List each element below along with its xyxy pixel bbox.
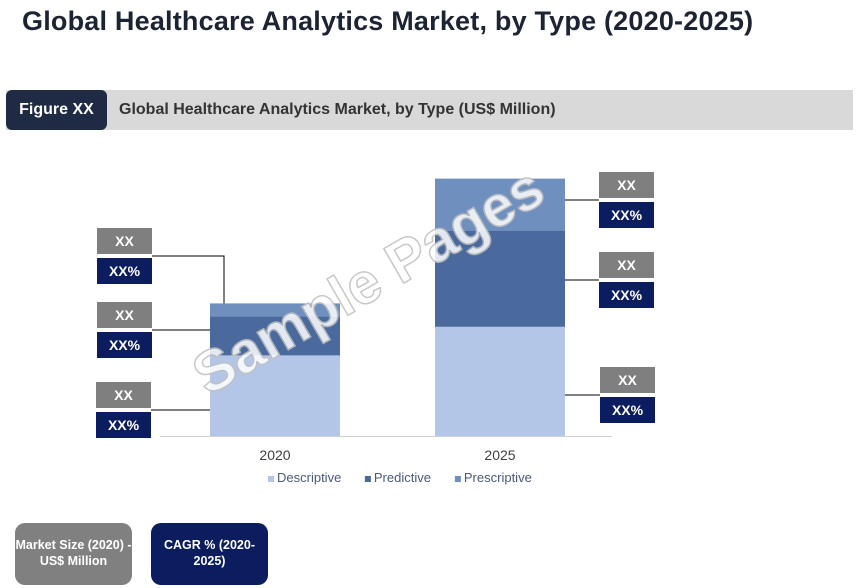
callout-pct-label: XX% [611, 287, 643, 303]
callout-pct-label: XX% [109, 263, 141, 279]
callout-pct-2020-1 [97, 332, 152, 358]
callout-pct-2020-2 [96, 412, 151, 438]
legend-label-predictive: Predictive [374, 470, 431, 485]
callout-pct-label: XX% [108, 417, 140, 433]
callout-value-2025-0 [599, 172, 654, 198]
legend-swatch-prescriptive [454, 476, 461, 482]
callout-connector [152, 255, 225, 304]
callout-value-2025-2 [600, 367, 655, 393]
callout-value-label: XX [115, 233, 134, 249]
cagr-button[interactable]: CAGR % (2020-2025) [151, 523, 268, 585]
legend-swatch-descriptive [268, 476, 274, 482]
callout-pct-label: XX% [611, 207, 643, 223]
legend-label-prescriptive: Prescriptive [464, 470, 532, 485]
market-size-button[interactable]: Market Size (2020) - US$ Million [15, 523, 132, 585]
bar-prescriptive-2025 [435, 178, 565, 231]
callout-value-label: XX [617, 177, 636, 193]
legend-label-descriptive: Descriptive [277, 470, 341, 485]
figure-caption: Global Healthcare Analytics Market, by T… [119, 101, 556, 118]
callout-value-2025-1 [599, 252, 654, 278]
x-tick-label-2020: 2020 [259, 447, 290, 463]
callout-pct-label: XX% [612, 402, 644, 418]
callout-pct-2025-0 [599, 202, 654, 228]
figure-tag: Figure XX [6, 90, 107, 130]
figure-caption-bar [6, 90, 853, 130]
bar-predictive-2020 [210, 316, 340, 356]
bar-descriptive-2020 [210, 355, 340, 436]
callout-pct-2020-0 [97, 258, 152, 284]
callout-value-label: XX [114, 387, 133, 403]
callout-pct-label: XX% [109, 337, 141, 353]
legend-swatch-predictive [364, 476, 371, 482]
callout-value-label: XX [115, 307, 134, 323]
callout-value-label: XX [617, 257, 636, 273]
bar-prescriptive-2020 [210, 303, 340, 317]
callout-pct-2025-2 [600, 397, 655, 423]
callout-value-label: XX [618, 372, 637, 388]
x-tick-label-2025: 2025 [484, 447, 515, 463]
callout-value-2020-0 [97, 228, 152, 254]
bar-predictive-2025 [435, 230, 565, 327]
callout-value-2020-2 [96, 382, 151, 408]
bar-descriptive-2025 [435, 326, 565, 436]
page-title: Global Healthcare Analytics Market, by T… [22, 6, 754, 36]
callout-value-2020-1 [97, 302, 152, 328]
callout-pct-2025-1 [599, 282, 654, 308]
